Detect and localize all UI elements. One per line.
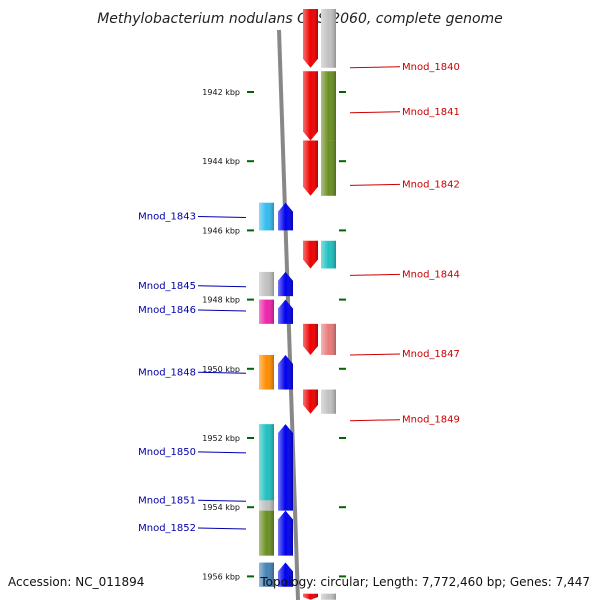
- gene-label[interactable]: Mnod_1843: [138, 212, 196, 223]
- label-leader: [197, 527, 247, 530]
- gene-label[interactable]: Mnod_1852: [138, 523, 196, 534]
- tick-mark: [247, 160, 254, 163]
- tick-mark: [247, 575, 254, 578]
- tick-mark-right: [339, 506, 346, 509]
- gene-label[interactable]: Mnod_1846: [138, 305, 196, 316]
- gene-label[interactable]: Mnod_1847: [402, 349, 460, 360]
- gene-label[interactable]: Mnod_1842: [402, 179, 460, 190]
- tick-mark-right: [339, 437, 346, 439]
- gene-Mnod_1850[interactable]: [259, 424, 293, 508]
- tick-mark: [247, 367, 254, 370]
- gene-label[interactable]: Mnod_1845: [138, 281, 196, 292]
- tick-mark: [247, 298, 254, 301]
- gene-label[interactable]: Mnod_1850: [138, 447, 196, 458]
- tick-mark-right: [339, 367, 346, 370]
- label-leader: [349, 66, 401, 69]
- label-leader: [349, 111, 401, 114]
- gene-label[interactable]: Mnod_1849: [402, 415, 460, 426]
- gene-Mnod_1846[interactable]: [259, 299, 293, 324]
- gene-features: [259, 8, 336, 600]
- tick-label: 1944 kbp: [202, 157, 240, 166]
- gene-Mnod_1845[interactable]: [259, 271, 293, 297]
- label-leader: [197, 216, 247, 219]
- tick-mark-right: [339, 575, 346, 578]
- gene-Mnod_1841[interactable]: [303, 71, 336, 141]
- label-leader: [197, 499, 247, 502]
- label-leader: [197, 285, 247, 288]
- gene-label[interactable]: Mnod_1841: [402, 107, 460, 118]
- gene-label[interactable]: Mnod_1840: [402, 62, 460, 73]
- tick-mark-right: [339, 91, 346, 93]
- gene-Mnod_1840[interactable]: [303, 8, 336, 68]
- label-leader: [197, 309, 247, 312]
- gene-label[interactable]: Mnod_1851: [138, 495, 196, 506]
- label-leader: [197, 451, 247, 454]
- tick-mark-right: [339, 160, 346, 163]
- tick-label: 1946 kbp: [202, 226, 240, 235]
- gene-label[interactable]: Mnod_1848: [138, 367, 196, 378]
- map-title: Methylobacterium nodulans ORS 2060, comp…: [97, 11, 503, 27]
- gene-unnamed-13[interactable]: [259, 562, 293, 587]
- tick-label: 1952 kbp: [202, 434, 240, 443]
- label-leader: [349, 419, 401, 422]
- tick-label: 1942 kbp: [202, 88, 240, 97]
- accession-text: Accession: NC_011894: [8, 575, 144, 589]
- tick-mark-right: [339, 298, 346, 301]
- gene-Mnod_1848[interactable]: [259, 354, 293, 390]
- gene-label[interactable]: Mnod_1844: [402, 269, 460, 280]
- tick-mark: [247, 229, 254, 232]
- gene-Mnod_1844[interactable]: [303, 240, 336, 269]
- gene-labels: Mnod_1840 Mnod_1841 Mnod_1842 Mnod_1843 Mnod…: [138, 62, 460, 534]
- kbp-ticks: 1942 kbp 1944 kbp 1946 kbp 1948 kbp 1950 kbp…: [202, 88, 346, 581]
- tick-label: 1956 kbp: [202, 572, 240, 581]
- gene-Mnod_1847[interactable]: [303, 323, 336, 355]
- gene-Mnod_1851[interactable]: [259, 500, 293, 511]
- tick-mark-right: [339, 229, 346, 232]
- gene-Mnod_1852[interactable]: [259, 510, 293, 556]
- gene-Mnod_1842[interactable]: [303, 140, 336, 196]
- gene-Mnod_1849[interactable]: [303, 389, 336, 414]
- tick-mark: [247, 437, 254, 439]
- label-leader: [349, 353, 401, 356]
- gene-Mnod_1843[interactable]: [259, 202, 293, 231]
- label-leader: [197, 371, 247, 374]
- tick-mark: [247, 506, 254, 509]
- tick-mark: [247, 91, 254, 93]
- gene-unnamed-14[interactable]: [303, 593, 336, 600]
- tick-label: 1950 kbp: [202, 365, 240, 374]
- tick-label: 1954 kbp: [202, 503, 240, 512]
- label-leader: [349, 273, 401, 276]
- tick-label: 1948 kbp: [202, 296, 240, 305]
- label-leader: [349, 183, 401, 186]
- genome-summary-text: Topology: circular; Length: 7,772,460 bp…: [259, 575, 590, 589]
